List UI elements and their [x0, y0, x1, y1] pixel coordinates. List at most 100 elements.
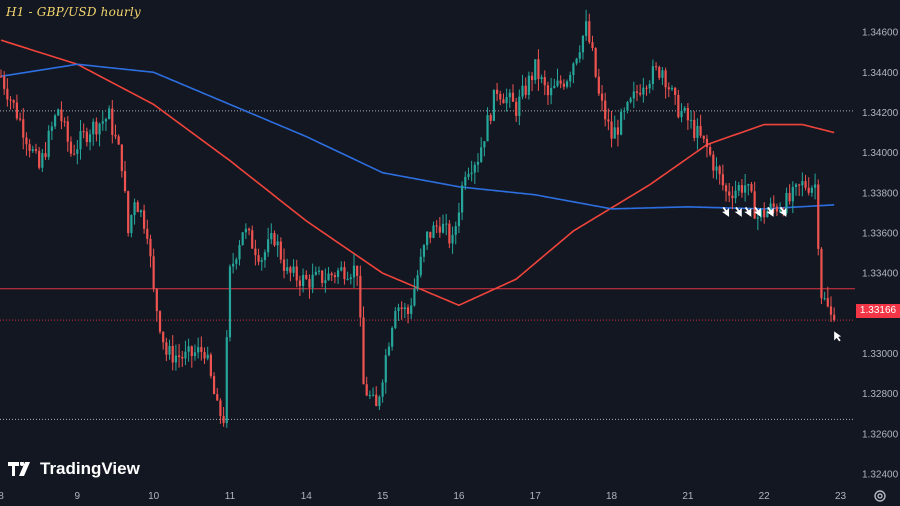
candle: [559, 75, 562, 89]
candle: [661, 67, 664, 85]
candle: [317, 266, 321, 275]
candle: [451, 226, 454, 254]
y-tick-label: 1.33600: [862, 228, 899, 239]
candle: [461, 181, 464, 221]
candle: [352, 254, 356, 288]
cursor-arrow-icon: [744, 206, 752, 217]
settings-icon[interactable]: [873, 489, 887, 506]
y-tick-label: 1.32600: [862, 429, 899, 440]
candle: [467, 167, 470, 180]
candle: [756, 213, 759, 231]
cursor-arrow-icon: [722, 206, 730, 217]
candle: [247, 227, 251, 236]
candle: [228, 264, 232, 342]
candle: [143, 204, 146, 234]
candle: [197, 337, 200, 359]
candle: [737, 181, 740, 197]
candle: [728, 182, 731, 203]
candle: [47, 125, 50, 160]
candle: [219, 398, 222, 424]
candle: [295, 259, 298, 288]
candle: [585, 9, 588, 41]
tradingview-logo[interactable]: TradingView: [8, 459, 140, 479]
candle: [212, 372, 216, 395]
candle: [829, 296, 833, 322]
candle: [263, 249, 267, 268]
candle: [530, 71, 534, 92]
candle: [25, 132, 28, 156]
candle: [282, 248, 286, 279]
candle: [801, 172, 804, 197]
candle: [181, 350, 184, 367]
candle: [419, 248, 422, 278]
candle: [53, 113, 57, 130]
candle: [709, 143, 712, 157]
candle: [302, 268, 305, 293]
candle: [88, 129, 92, 151]
candle: [92, 118, 95, 146]
candle: [635, 85, 639, 102]
candle: [314, 266, 317, 276]
candle: [362, 306, 365, 385]
candle: [0, 69, 3, 78]
candle: [511, 84, 515, 102]
candle: [740, 179, 744, 198]
x-tick-label: 18: [606, 491, 618, 502]
candle: [381, 379, 384, 403]
candle: [667, 82, 670, 98]
candle: [823, 291, 826, 301]
candle: [766, 207, 769, 218]
candle: [206, 346, 209, 361]
candle: [527, 71, 530, 100]
candle: [85, 127, 88, 147]
candle: [696, 118, 699, 150]
candle: [416, 270, 419, 292]
candle: [365, 376, 368, 397]
candle: [222, 407, 225, 427]
candle: [759, 208, 763, 222]
candle: [260, 257, 263, 271]
candle: [632, 81, 635, 109]
candle: [311, 263, 314, 294]
candle: [820, 247, 823, 304]
candle: [232, 252, 235, 274]
candle: [826, 286, 829, 308]
candle: [772, 195, 775, 214]
candle: [689, 110, 693, 129]
candle: [651, 59, 654, 91]
x-axis[interactable]: 8 9 10 11 14 15 16 17 18 21 22 23: [0, 491, 847, 502]
candle: [457, 202, 461, 234]
candle: [505, 88, 508, 112]
candle: [114, 124, 117, 140]
candle: [422, 243, 426, 263]
candle: [3, 71, 6, 95]
candle: [540, 74, 543, 84]
candle: [524, 77, 527, 99]
candle: [12, 99, 15, 109]
candle: [543, 70, 546, 96]
candle: [216, 387, 219, 401]
candle: [480, 137, 483, 164]
candle: [556, 68, 559, 88]
candle: [378, 395, 381, 410]
candle: [648, 80, 651, 94]
candle: [810, 185, 813, 197]
candle: [270, 223, 273, 245]
candle: [63, 117, 66, 127]
candle: [15, 94, 18, 121]
candle: [597, 68, 600, 96]
candle: [435, 220, 438, 234]
brand-label: TradingView: [40, 459, 140, 478]
candle: [184, 340, 187, 366]
cursor-arrow-icon: [753, 206, 761, 217]
y-tick-label: 1.33800: [862, 188, 899, 199]
candle: [654, 62, 658, 71]
candle: [28, 139, 31, 158]
candle: [731, 186, 734, 210]
candle: [149, 234, 152, 268]
candle: [702, 135, 705, 143]
candle: [108, 105, 111, 120]
candle: [804, 174, 807, 191]
candle: [724, 183, 728, 202]
